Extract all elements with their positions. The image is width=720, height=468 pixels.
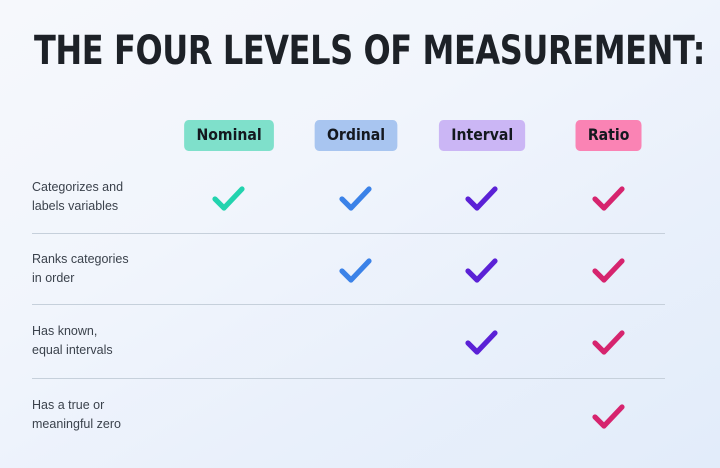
cell-ordinal-intervals	[293, 314, 420, 372]
cell-nominal-true-zero	[166, 388, 293, 446]
column-header-ordinal: Ordinal	[293, 120, 420, 156]
check-icon	[212, 186, 245, 211]
row-divider	[32, 233, 665, 234]
row-divider	[32, 304, 665, 305]
table-row: Categorizes and labels variables	[0, 164, 720, 234]
check-icon	[592, 330, 625, 355]
cell-interval-categorizes	[419, 170, 546, 228]
row-checks	[166, 170, 672, 228]
cell-ordinal-true-zero	[293, 388, 420, 446]
cell-ordinal-ranks	[293, 242, 420, 300]
check-icon	[465, 186, 498, 211]
column-pill-ratio: Ratio	[575, 120, 642, 151]
row-divider	[32, 378, 665, 379]
row-label-categorizes: Categorizes and labels variables	[32, 180, 124, 213]
cell-ordinal-categorizes	[293, 170, 420, 228]
table-header-row: Nominal Ordinal Interval Ratio	[166, 120, 672, 156]
row-checks	[166, 314, 672, 372]
cell-nominal-ranks	[166, 242, 293, 300]
column-pill-ordinal: Ordinal	[314, 120, 398, 151]
table-row: Has known, equal intervals	[0, 308, 720, 378]
table-row: Has a true or meaningful zero	[0, 382, 720, 452]
check-icon	[339, 186, 372, 211]
cell-nominal-intervals	[166, 314, 293, 372]
column-header-nominal: Nominal	[166, 120, 293, 156]
row-label-intervals: Has known, equal intervals	[32, 324, 113, 357]
check-icon	[465, 258, 498, 283]
column-pill-nominal: Nominal	[184, 120, 275, 151]
cell-interval-ranks	[419, 242, 546, 300]
table-row: Ranks categories in order	[0, 236, 720, 306]
column-header-interval: Interval	[419, 120, 546, 156]
check-icon	[465, 330, 498, 355]
check-icon	[592, 258, 625, 283]
cell-ratio-ranks	[546, 242, 673, 300]
check-icon	[339, 258, 372, 283]
check-icon	[592, 186, 625, 211]
cell-ratio-true-zero	[546, 388, 673, 446]
cell-interval-intervals	[419, 314, 546, 372]
column-pill-interval: Interval	[438, 120, 526, 151]
column-header-ratio: Ratio	[546, 120, 673, 156]
cell-nominal-categorizes	[166, 170, 293, 228]
row-label-ranks: Ranks categories in order	[32, 252, 129, 285]
cell-interval-true-zero	[419, 388, 546, 446]
cell-ratio-categorizes	[546, 170, 673, 228]
cell-ratio-intervals	[546, 314, 673, 372]
row-checks	[166, 388, 672, 446]
row-checks	[166, 242, 672, 300]
check-icon	[592, 404, 625, 429]
row-label-true-zero: Has a true or meaningful zero	[32, 398, 121, 431]
